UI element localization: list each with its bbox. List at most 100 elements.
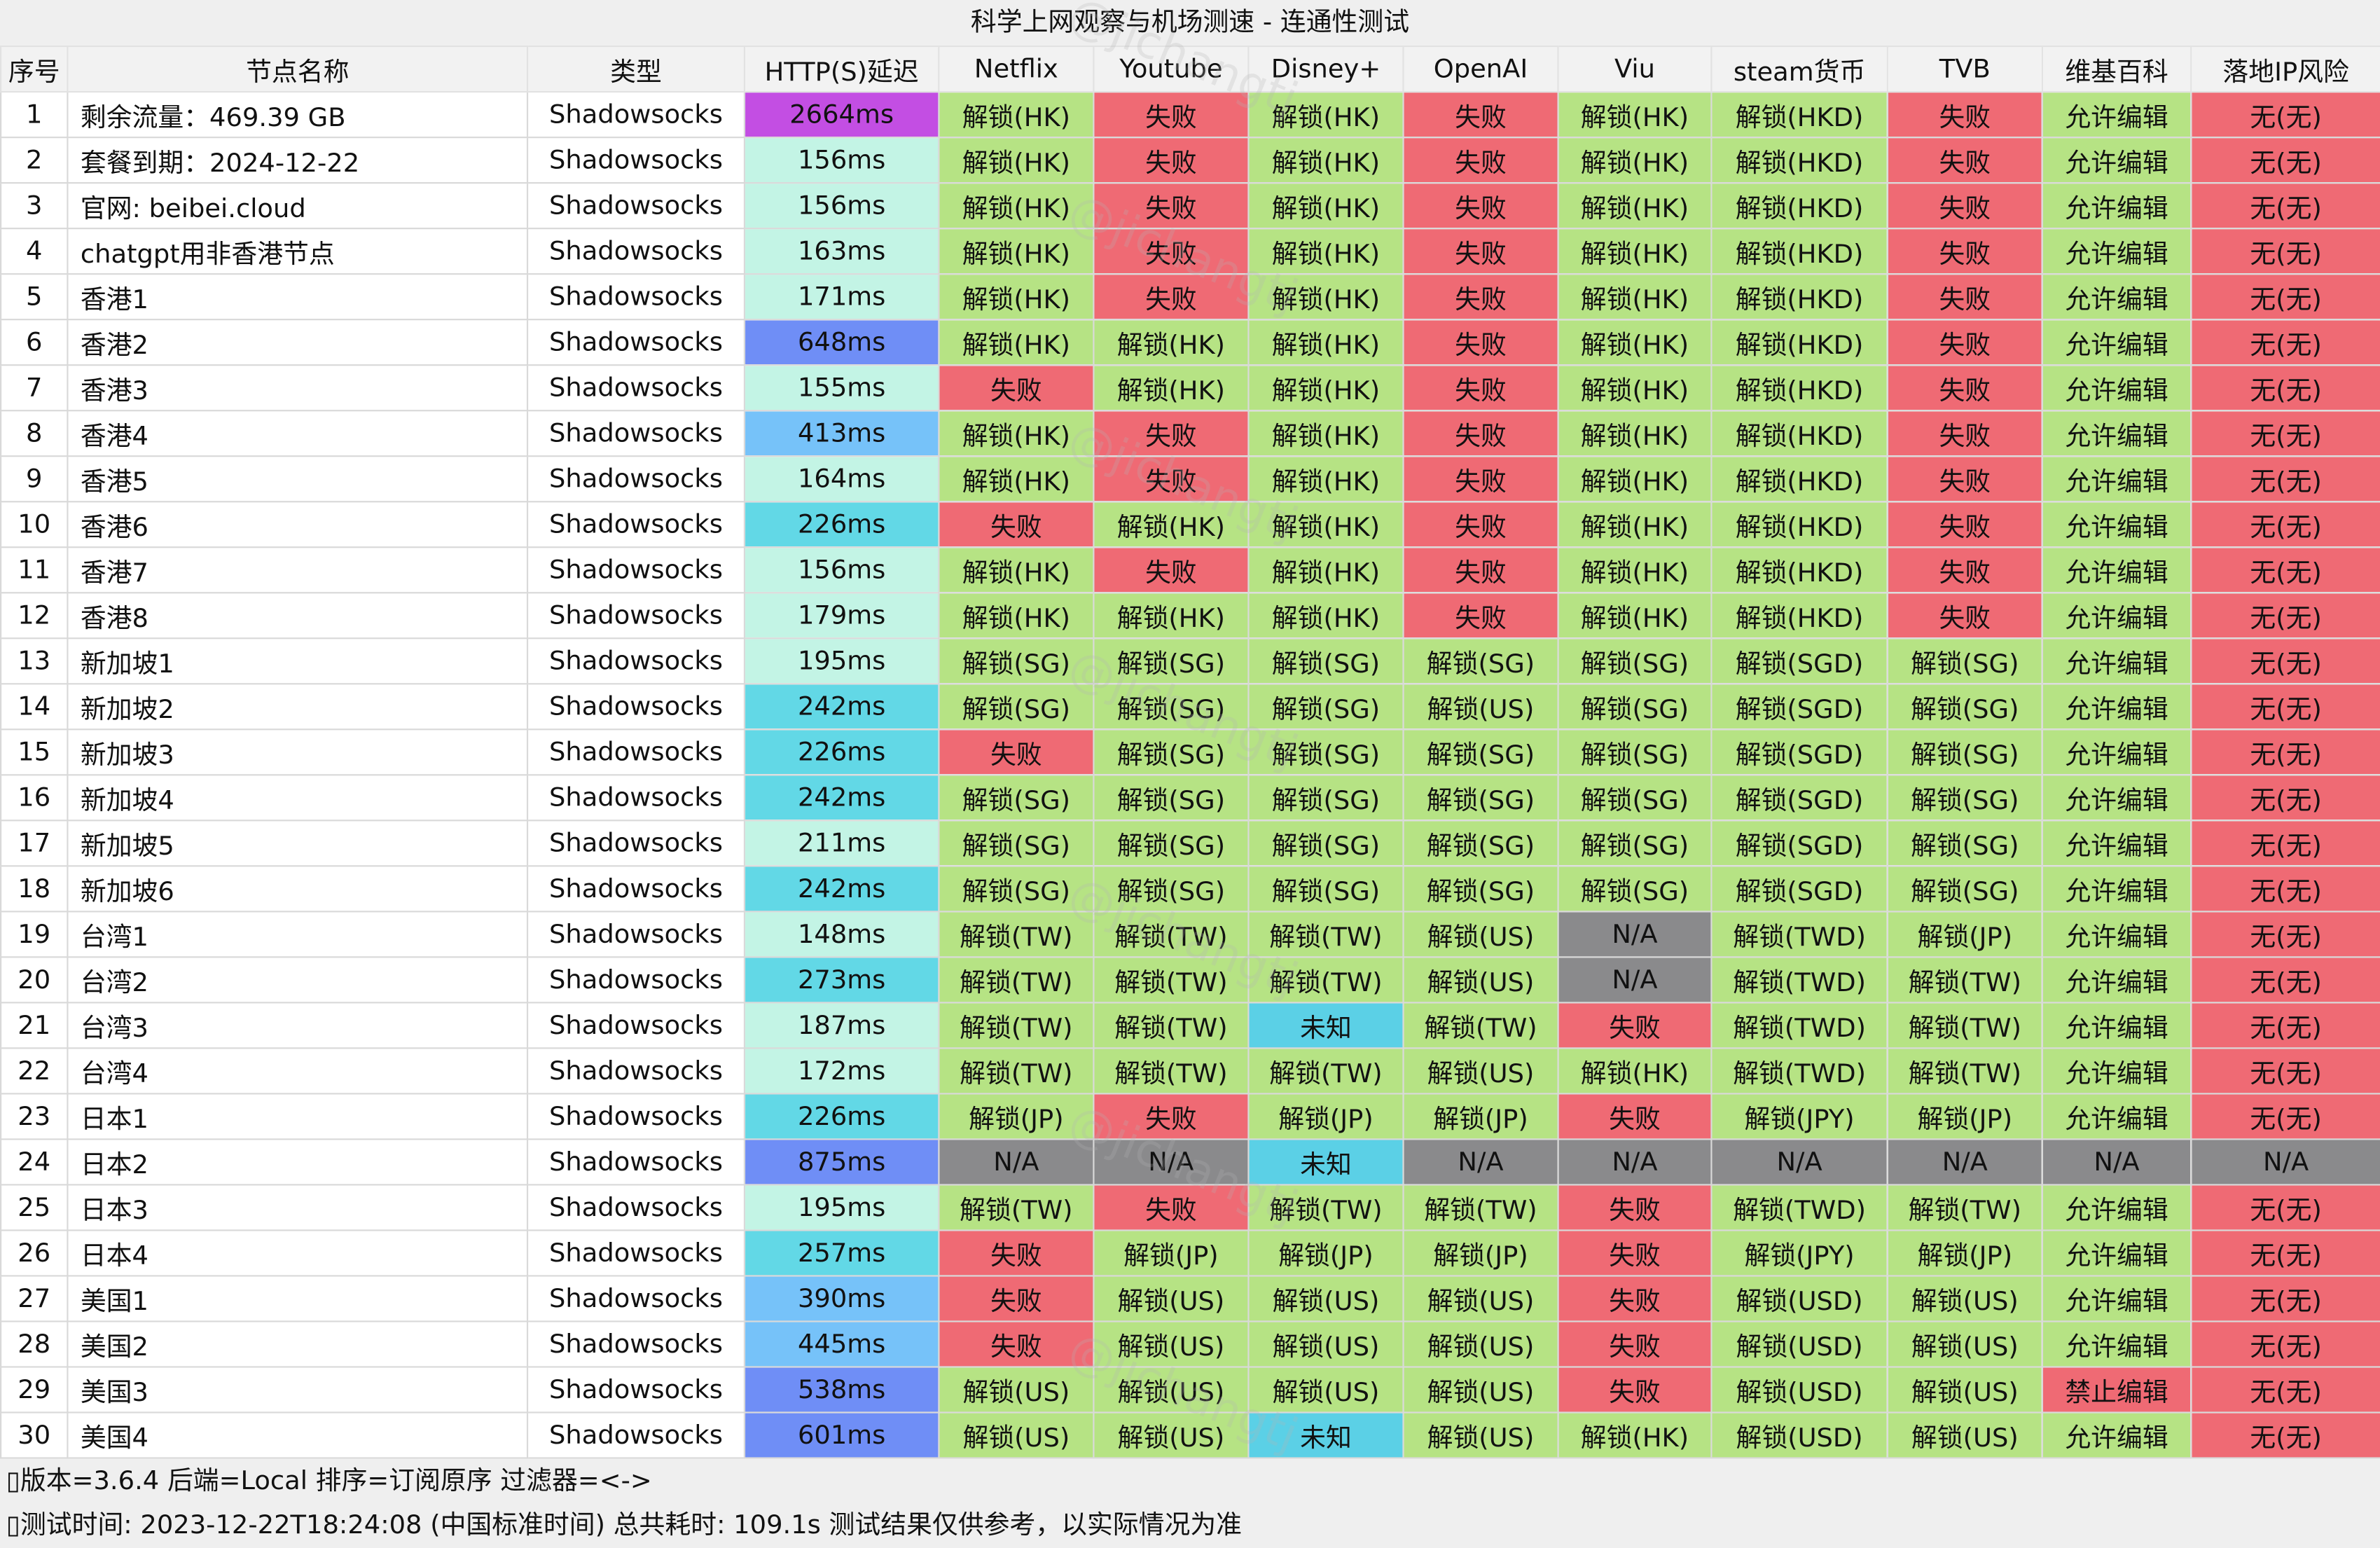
row-index: 12: [0, 592, 69, 640]
status-cell: 解锁(SG): [1886, 683, 2043, 731]
status-cell: N/A: [938, 1138, 1095, 1186]
status-cell: 解锁(HK): [938, 137, 1095, 184]
status-cell: 解锁(TW): [938, 1047, 1095, 1095]
status-cell: 解锁(US): [1402, 1047, 1559, 1095]
status-cell: 解锁(HK): [938, 91, 1095, 139]
status-cell: 解锁(SG): [1247, 774, 1404, 822]
table-row: 20 台湾2 Shadowsocks 273ms 解锁(TW) 解锁(TW) 解锁(TW) 解…: [0, 956, 2380, 1004]
latency-cell: 195ms: [743, 1184, 940, 1231]
status-cell: 失败: [1886, 137, 2043, 184]
status-cell: 解锁(HK): [938, 182, 1095, 230]
status-cell: 解锁(JP): [1886, 1093, 2043, 1140]
node-type: Shadowsocks: [526, 1184, 746, 1231]
status-cell: 解锁(TW): [1886, 1184, 2043, 1231]
node-name: 日本4: [67, 1229, 529, 1277]
status-cell: 解锁(SGD): [1710, 865, 1888, 913]
status-cell: 解锁(HK): [1557, 501, 1713, 548]
status-cell: 解锁(HKD): [1710, 91, 1888, 139]
latency-cell: 445ms: [743, 1320, 940, 1368]
table-row: 21 台湾3 Shadowsocks 187ms 解锁(TW) 解锁(TW) 未知 解锁(TW…: [0, 1002, 2380, 1049]
table-row: 23 日本1 Shadowsocks 226ms 解锁(JP) 失败 解锁(JP) 解锁(JP…: [0, 1093, 2380, 1140]
status-cell: N/A: [1093, 1138, 1250, 1186]
status-cell: 无(无): [2190, 228, 2380, 275]
status-cell: 解锁(US): [1402, 911, 1559, 958]
status-cell: 解锁(US): [1886, 1320, 2043, 1368]
table-row: 8 香港4 Shadowsocks 413ms 解锁(HK) 失败 解锁(HK) 失败 解锁(H…: [0, 410, 2380, 457]
status-cell: 禁止编辑: [2041, 1366, 2192, 1414]
status-cell: 解锁(JP): [1247, 1229, 1404, 1277]
status-cell: 允许编辑: [2041, 637, 2192, 685]
node-name: 香港8: [67, 592, 529, 640]
node-type: Shadowsocks: [526, 546, 746, 594]
status-cell: 解锁(JP): [1247, 1093, 1404, 1140]
table-row: 16 新加坡4 Shadowsocks 242ms 解锁(SG) 解锁(SG) 解锁(SG)…: [0, 774, 2380, 822]
status-cell: 允许编辑: [2041, 319, 2192, 366]
status-cell: 失败: [938, 1229, 1095, 1277]
status-cell: 解锁(JPY): [1710, 1093, 1888, 1140]
status-cell: 未知: [1247, 1411, 1404, 1459]
node-name: 剩余流量：469.39 GB: [67, 91, 529, 139]
status-cell: 解锁(HK): [938, 228, 1095, 275]
status-cell: 允许编辑: [2041, 1184, 2192, 1231]
status-cell: 允许编辑: [2041, 546, 2192, 594]
node-name: 美国3: [67, 1366, 529, 1414]
latency-cell: 148ms: [743, 911, 940, 958]
status-cell: 解锁(US): [1886, 1411, 2043, 1459]
status-cell: 解锁(TW): [1093, 1002, 1250, 1049]
status-cell: 解锁(US): [938, 1366, 1095, 1414]
status-cell: 解锁(SG): [1886, 820, 2043, 867]
status-cell: 允许编辑: [2041, 1320, 2192, 1368]
status-cell: 允许编辑: [2041, 683, 2192, 731]
status-cell: 解锁(SG): [1557, 774, 1713, 822]
status-cell: 失败: [1402, 91, 1559, 139]
status-cell: 允许编辑: [2041, 956, 2192, 1004]
node-type: Shadowsocks: [526, 728, 746, 776]
status-cell: 解锁(TW): [1093, 911, 1250, 958]
latency-cell: 273ms: [743, 956, 940, 1004]
table-row: 2 套餐到期：2024-12-22 Shadowsocks 156ms 解锁(HK) 失败…: [0, 137, 2380, 184]
status-cell: 解锁(SG): [938, 820, 1095, 867]
page-title: 科学上网观察与机场测速 - 连通性测试: [0, 0, 2380, 46]
status-cell: 允许编辑: [2041, 273, 2192, 321]
status-cell: 解锁(HK): [1557, 592, 1713, 640]
node-type: Shadowsocks: [526, 182, 746, 230]
table-row: 1 剩余流量：469.39 GB Shadowsocks 2664ms 解锁(HK) 失败…: [0, 91, 2380, 139]
status-cell: 允许编辑: [2041, 1002, 2192, 1049]
status-cell: 解锁(HKD): [1710, 228, 1888, 275]
status-cell: 解锁(HK): [938, 319, 1095, 366]
status-cell: 解锁(HK): [1247, 228, 1404, 275]
status-cell: 失败: [1886, 546, 2043, 594]
status-cell: 允许编辑: [2041, 728, 2192, 776]
node-name: 新加坡6: [67, 865, 529, 913]
status-cell: 解锁(SG): [1402, 637, 1559, 685]
status-cell: 解锁(US): [1402, 1411, 1559, 1459]
status-cell: 解锁(HK): [1093, 592, 1250, 640]
status-cell: 解锁(US): [1247, 1275, 1404, 1322]
node-name: chatgpt用非香港节点: [67, 228, 529, 275]
status-cell: 未知: [1247, 1138, 1404, 1186]
latency-cell: 164ms: [743, 455, 940, 503]
status-cell: 允许编辑: [2041, 455, 2192, 503]
status-cell: 解锁(TWD): [1710, 911, 1888, 958]
row-index: 17: [0, 820, 69, 867]
status-cell: 允许编辑: [2041, 91, 2192, 139]
node-type: Shadowsocks: [526, 1047, 746, 1095]
column-header: Netflix: [938, 46, 1095, 93]
status-cell: 无(无): [2190, 1320, 2380, 1368]
status-cell: 解锁(SG): [938, 683, 1095, 731]
status-cell: 解锁(SG): [1886, 637, 2043, 685]
status-cell: 失败: [1886, 364, 2043, 412]
status-cell: 允许编辑: [2041, 774, 2192, 822]
status-cell: 解锁(SG): [1093, 683, 1250, 731]
latency-cell: 156ms: [743, 182, 940, 230]
status-cell: 未知: [1247, 1002, 1404, 1049]
status-cell: 解锁(HK): [1247, 546, 1404, 594]
status-cell: 解锁(US): [1093, 1275, 1250, 1322]
node-name: 新加坡1: [67, 637, 529, 685]
status-cell: 解锁(JP): [1093, 1229, 1250, 1277]
status-cell: 无(无): [2190, 546, 2380, 594]
node-type: Shadowsocks: [526, 1229, 746, 1277]
row-index: 15: [0, 728, 69, 776]
status-cell: 无(无): [2190, 455, 2380, 503]
status-cell: 解锁(SG): [1557, 683, 1713, 731]
